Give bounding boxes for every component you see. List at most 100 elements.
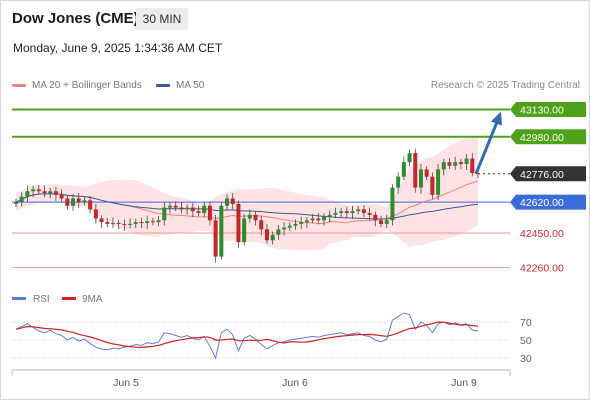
level-tag-42620.00	[510, 194, 586, 210]
candle-body	[293, 223, 298, 226]
level-tag-43130.00	[510, 102, 586, 118]
candle-body	[122, 223, 127, 225]
rsi-legend-swatch	[12, 297, 26, 300]
candle-body	[48, 191, 53, 194]
forecast-arrow-shaft	[474, 118, 500, 175]
candle-body	[76, 198, 81, 203]
candle-body	[441, 162, 446, 170]
x-tick-label: Jun 9	[451, 377, 477, 389]
candle-body	[59, 194, 64, 199]
legend-ma20: MA 20 + Bollinger Bands	[12, 80, 142, 91]
candle-body	[287, 225, 292, 228]
candle-body	[453, 162, 458, 166]
candle-body	[390, 187, 395, 221]
candle-body	[25, 191, 30, 197]
candle-body	[339, 211, 344, 214]
candle-body	[253, 214, 258, 221]
candle-body	[413, 153, 418, 188]
candle-body	[139, 222, 144, 224]
candle-body	[185, 207, 190, 210]
candle-body	[322, 216, 326, 221]
candle-body	[156, 220, 161, 223]
candle-body	[207, 205, 212, 221]
level-label-42260.00: 42260.00	[520, 262, 564, 274]
candle-body	[259, 220, 264, 230]
candle-body	[213, 220, 218, 257]
candle-body	[190, 207, 195, 212]
candle-body	[128, 223, 133, 225]
candle-body	[14, 202, 18, 204]
rsi-tick-50: 50	[520, 335, 532, 347]
candle-body	[31, 189, 36, 192]
candle-body	[179, 207, 184, 210]
candles	[14, 148, 480, 263]
rsi-line	[15, 312, 479, 360]
level-label-42776.00: 42776.00	[520, 169, 564, 181]
candle-body	[133, 222, 138, 224]
candle-body	[470, 158, 475, 174]
candle-body	[458, 162, 463, 164]
candle-body	[476, 173, 480, 175]
candle-body	[344, 211, 349, 214]
level-tag-42980.00	[510, 129, 586, 145]
ma9-legend-label: 9MA	[82, 294, 103, 305]
candle-body	[116, 222, 121, 224]
level-label-42450.00: 42450.00	[520, 228, 564, 240]
candle-body	[247, 214, 252, 219]
candle-body	[282, 227, 287, 230]
x-tick-label: Jun 6	[282, 377, 308, 389]
candle-body	[145, 221, 150, 223]
candle-body	[93, 209, 98, 219]
ma50-line	[15, 193, 479, 220]
level-label-43130.00: 43130.00	[520, 105, 564, 117]
level-label-42980.00: 42980.00	[520, 132, 564, 144]
credit-text: Research © 2025 Trading Central	[430, 80, 580, 91]
candle-body	[327, 214, 332, 217]
ma50-label: MA 50	[176, 80, 205, 91]
candle-body	[424, 169, 429, 177]
forecast-arrow-head	[491, 111, 502, 126]
candle-body	[82, 200, 87, 203]
candle-body	[236, 203, 241, 243]
ma50-swatch	[156, 84, 170, 87]
candle-body	[88, 200, 93, 210]
timestamp: Monday, June 9, 2025 1:34:36 AM CET	[13, 41, 223, 55]
candle-body	[53, 191, 58, 195]
candle-body	[367, 213, 372, 215]
legend-ma50: MA 50	[156, 80, 204, 91]
candle-body	[310, 218, 315, 221]
rsi-tick-30: 30	[520, 353, 532, 365]
rsi-ma-line	[15, 321, 479, 349]
candle-body	[110, 222, 115, 224]
candle-body	[230, 198, 235, 204]
candle-body	[99, 218, 104, 223]
candle-body	[270, 234, 275, 241]
candle-body	[105, 222, 110, 224]
candle-body	[361, 209, 366, 214]
candle-body	[150, 221, 155, 223]
candle-body	[407, 153, 412, 163]
candle-body	[264, 229, 269, 241]
ma20-swatch	[12, 84, 26, 87]
candle-body	[276, 229, 281, 235]
timeframe-badge[interactable]: 30 MIN	[136, 8, 188, 30]
candle-body	[418, 169, 423, 188]
candle-body	[196, 211, 201, 214]
candle-body	[464, 158, 469, 164]
ma9-legend-swatch	[62, 297, 76, 300]
candle-body	[202, 205, 207, 214]
candle-body	[379, 220, 384, 224]
candle-body	[356, 209, 361, 212]
candle-body	[430, 176, 435, 195]
candle-body	[396, 176, 401, 188]
rsi-legend-label: RSI	[33, 294, 50, 305]
candle-body	[173, 205, 178, 208]
candle-body	[65, 198, 70, 206]
candle-body	[447, 162, 452, 166]
candle-body	[350, 211, 355, 214]
candle-body	[242, 218, 247, 243]
candle-body	[168, 205, 172, 208]
candle-body	[299, 222, 304, 224]
ma20-label: MA 20 + Bollinger Bands	[32, 80, 142, 91]
